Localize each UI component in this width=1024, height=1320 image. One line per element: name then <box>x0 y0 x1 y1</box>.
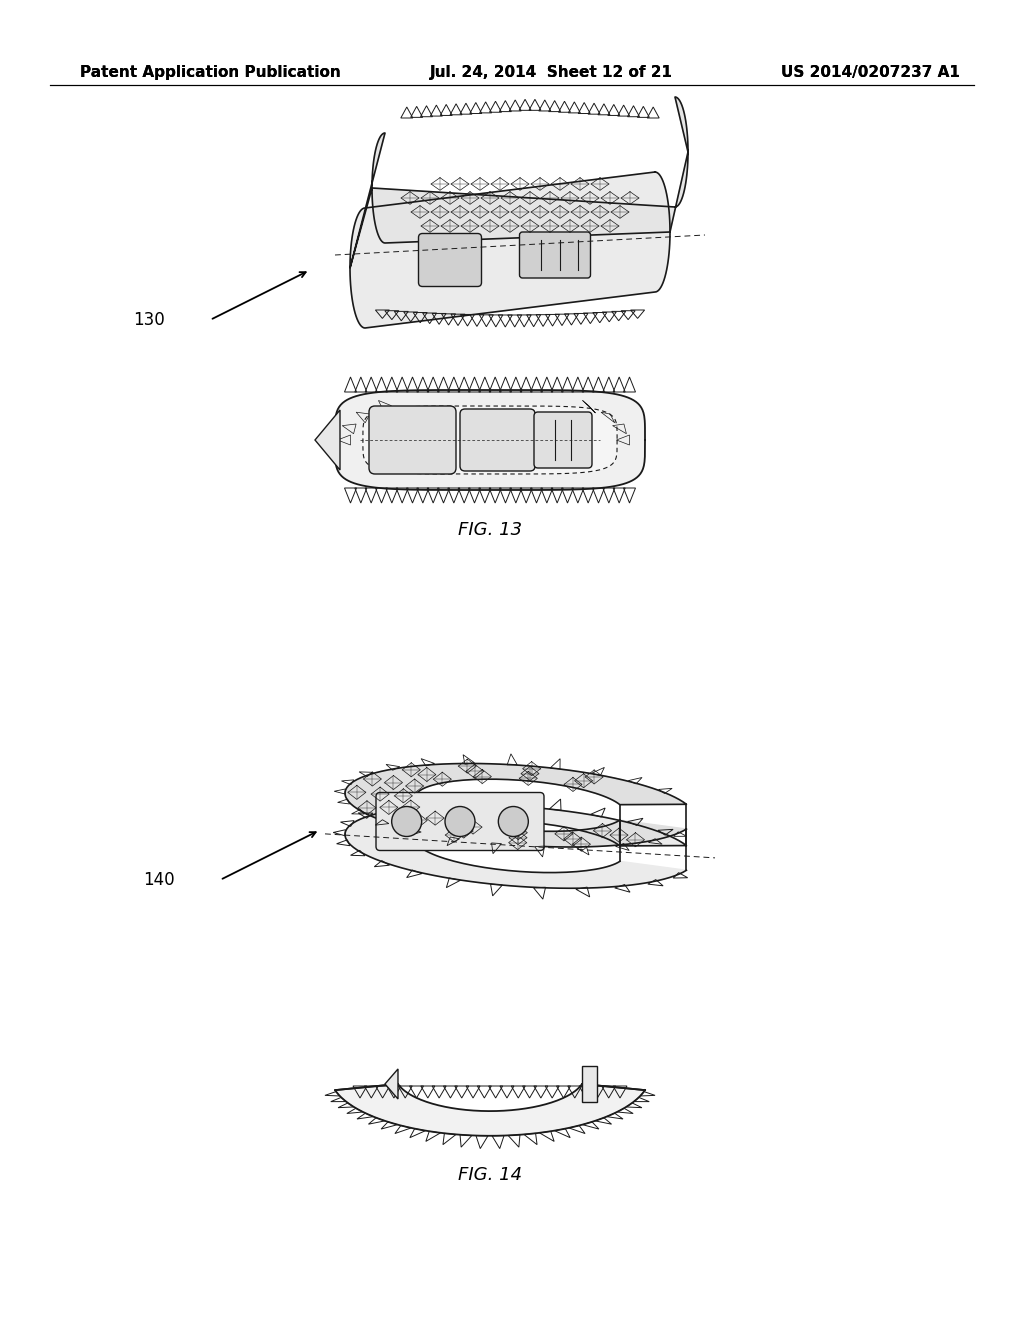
Circle shape <box>499 807 528 837</box>
Text: Jul. 24, 2014  Sheet 12 of 21: Jul. 24, 2014 Sheet 12 of 21 <box>430 65 673 79</box>
Text: Patent Application Publication: Patent Application Publication <box>80 65 341 79</box>
Circle shape <box>445 807 475 837</box>
Polygon shape <box>350 172 670 327</box>
Polygon shape <box>350 96 688 268</box>
Polygon shape <box>335 1084 645 1135</box>
Polygon shape <box>582 1067 597 1102</box>
Text: US 2014/0207237 A1: US 2014/0207237 A1 <box>781 65 961 79</box>
Text: 140: 140 <box>143 871 175 888</box>
FancyBboxPatch shape <box>376 792 544 850</box>
FancyBboxPatch shape <box>519 232 591 279</box>
Circle shape <box>391 807 422 837</box>
Text: Jul. 24, 2014  Sheet 12 of 21: Jul. 24, 2014 Sheet 12 of 21 <box>430 65 673 79</box>
FancyBboxPatch shape <box>419 234 481 286</box>
FancyBboxPatch shape <box>369 407 456 474</box>
Text: FIG. 13: FIG. 13 <box>458 521 522 539</box>
Text: FIG. 14: FIG. 14 <box>458 1166 522 1184</box>
Polygon shape <box>385 1069 398 1100</box>
FancyBboxPatch shape <box>460 409 535 471</box>
Text: 130: 130 <box>133 312 165 329</box>
Polygon shape <box>335 389 645 490</box>
Text: US 2014/0207237 A1: US 2014/0207237 A1 <box>781 65 961 79</box>
FancyBboxPatch shape <box>534 412 592 469</box>
Polygon shape <box>345 763 686 847</box>
Polygon shape <box>345 805 686 888</box>
Polygon shape <box>362 407 617 474</box>
Text: Patent Application Publication: Patent Application Publication <box>80 65 341 79</box>
Polygon shape <box>315 411 340 470</box>
